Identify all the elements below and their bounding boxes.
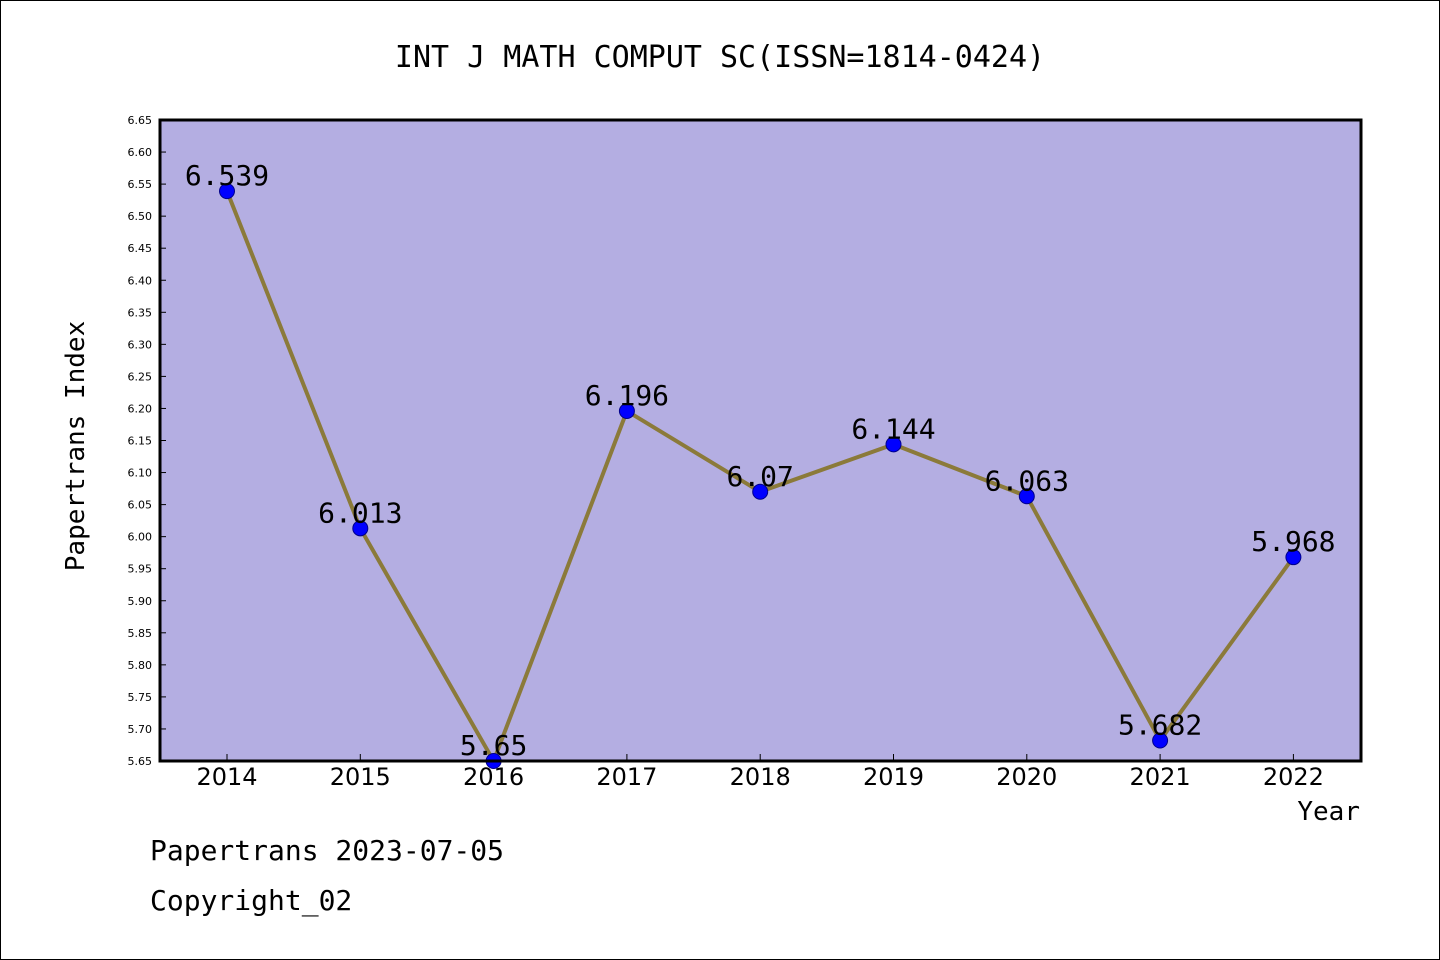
data-point-2022 xyxy=(1285,549,1302,566)
x-tick-label: 2021 xyxy=(1130,763,1191,791)
y-tick-label: 6.30 xyxy=(128,338,153,351)
x-tick-label: 2020 xyxy=(996,763,1057,791)
data-label: 5.968 xyxy=(1251,525,1335,558)
data-label: 6.013 xyxy=(318,496,402,529)
data-label: 6.063 xyxy=(985,464,1069,497)
y-tick-label: 5.85 xyxy=(128,627,153,640)
y-tick-label: 6.20 xyxy=(128,402,153,415)
y-axis: 5.65 5.70 5.75 5.80 5.85 5.90 5.95 6.00 6.05 6.10… xyxy=(128,114,166,768)
y-tick-label: 6.00 xyxy=(128,531,153,544)
data-point-2018 xyxy=(752,483,769,500)
plot-area xyxy=(160,120,1361,761)
x-tick-label: 2017 xyxy=(596,763,657,791)
y-axis-label: Papertrans Index xyxy=(61,321,91,571)
y-tick-label: 5.95 xyxy=(128,563,153,576)
y-tick-label: 6.10 xyxy=(128,467,153,480)
data-label: 5.682 xyxy=(1118,708,1202,741)
footer-copyright: Copyright_02 xyxy=(150,884,353,917)
y-tick-label: 6.25 xyxy=(128,370,153,383)
data-point-2019 xyxy=(885,436,902,453)
y-tick-label: 6.05 xyxy=(128,499,153,512)
data-point-2014 xyxy=(219,183,235,200)
data-point-2020 xyxy=(1018,488,1035,505)
chart-title: INT J MATH COMPUT SC(ISSN=1814-0424) xyxy=(395,40,1045,75)
y-tick-label: 5.75 xyxy=(128,691,153,704)
y-tick-label: 6.50 xyxy=(128,210,153,223)
data-point-2017 xyxy=(618,403,635,420)
data-label: 5.65 xyxy=(460,729,527,762)
x-tick-label: 2015 xyxy=(330,763,391,791)
y-tick-label: 5.70 xyxy=(128,723,153,736)
data-labels: 6.539 6.013 5.65 6.196 6.07 6.144 6.063 5.682 5.… xyxy=(185,159,1336,762)
y-tick-label: 6.60 xyxy=(128,146,153,159)
data-label: 6.144 xyxy=(851,412,935,445)
x-tick-label: 2022 xyxy=(1263,763,1324,791)
x-tick-label: 2019 xyxy=(863,763,924,791)
y-tick-label: 6.65 xyxy=(128,114,153,127)
data-point-2015 xyxy=(352,520,369,537)
x-tick-label: 2014 xyxy=(196,763,257,791)
y-tick-label: 6.15 xyxy=(128,435,153,448)
data-label: 6.07 xyxy=(726,460,793,493)
x-axis: 2014 2015 2016 2017 2018 2019 2020 2021 2022 xyxy=(196,754,1324,791)
y-tick-label: 5.90 xyxy=(128,595,153,608)
y-tick-label: 5.80 xyxy=(128,659,153,672)
y-tick-label: 6.45 xyxy=(128,242,153,255)
data-point-2021 xyxy=(1152,732,1169,749)
series-line-group xyxy=(219,183,1302,769)
x-axis-label: Year xyxy=(1297,797,1360,827)
y-tick-label: 6.35 xyxy=(128,306,153,319)
plot-border xyxy=(158,118,1363,763)
y-tick-label: 5.65 xyxy=(128,755,153,768)
data-label: 6.539 xyxy=(185,159,269,192)
data-label: 6.196 xyxy=(585,379,669,412)
y-tick-label: 6.40 xyxy=(128,274,153,287)
x-tick-label: 2018 xyxy=(730,763,791,791)
footer-date: Papertrans 2023-07-05 xyxy=(150,834,505,867)
y-tick-label: 6.55 xyxy=(128,178,153,191)
